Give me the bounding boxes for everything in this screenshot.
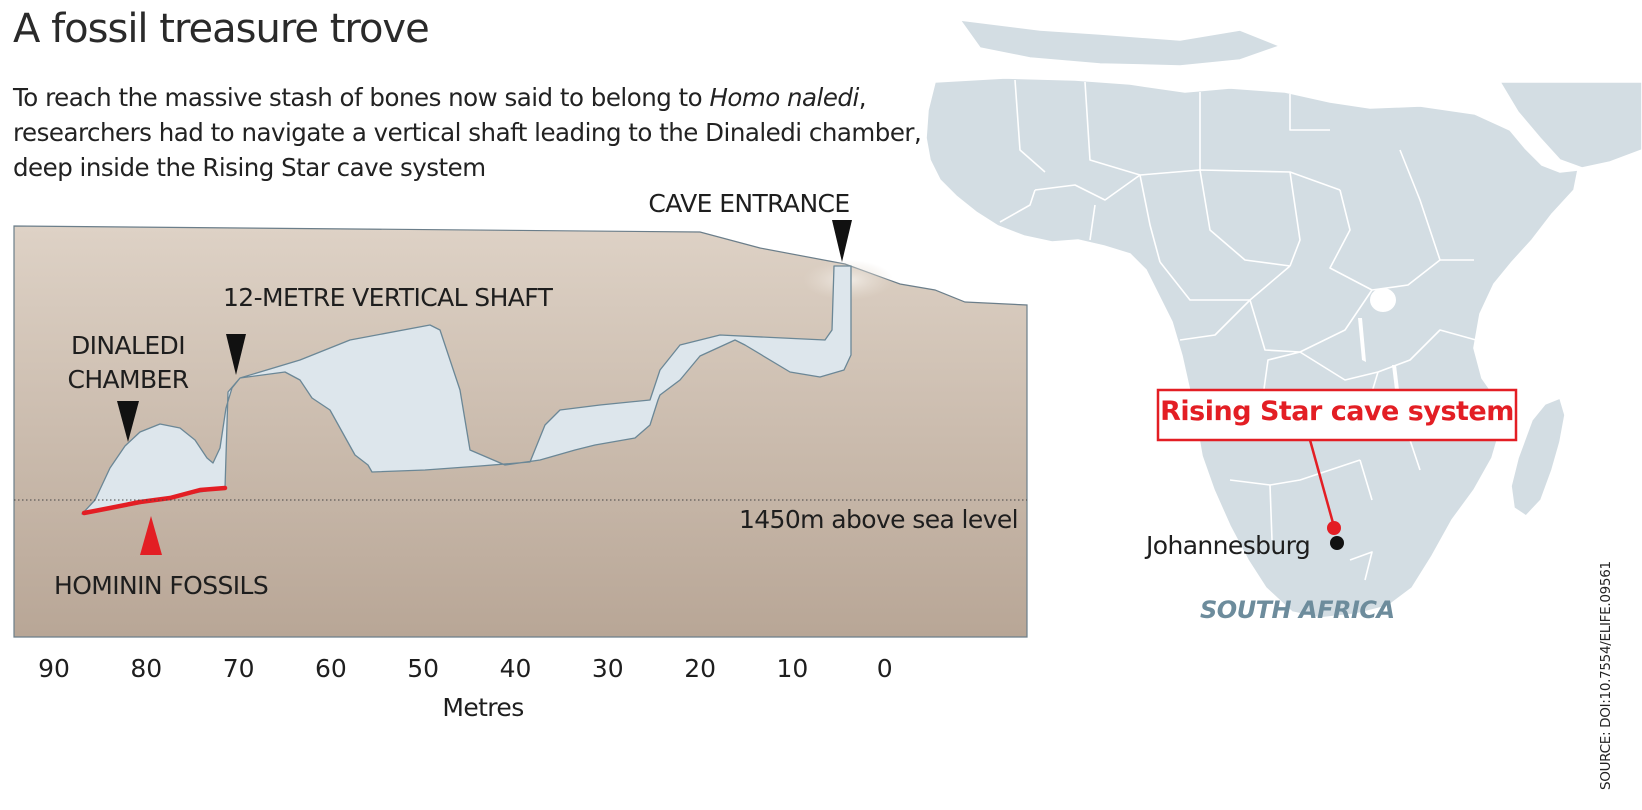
subtitle-species: Homo naledi [709, 83, 859, 112]
madagascar [1510, 397, 1566, 517]
lake-victoria [1370, 288, 1396, 312]
cave-section: CAVE ENTRANCE 12-METRE VERTICAL SHAFT DI… [13, 189, 1028, 722]
chamber-label-line1: DINALEDI [71, 331, 185, 360]
country-borders [999, 79, 1477, 581]
x-tick-label: 20 [684, 654, 716, 683]
city-label: Johannesburg [1144, 531, 1310, 560]
x-tick-label: 40 [500, 654, 532, 683]
callout-leader [1308, 439, 1335, 524]
fossils-label: HOMININ FOSSILS [54, 571, 268, 600]
ground [13, 225, 1028, 638]
x-tick-label: 10 [776, 654, 808, 683]
x-tick-label: 60 [315, 654, 347, 683]
entrance-label: CAVE ENTRANCE [648, 189, 849, 218]
page-title: A fossil treasure trove [13, 6, 430, 52]
x-axis-ticks: 90 80 70 60 50 40 30 20 10 0 [38, 654, 893, 683]
shaft-label: 12-METRE VERTICAL SHAFT [223, 283, 554, 312]
country-label: SOUTH AFRICA [1200, 596, 1395, 624]
shaft-marker [226, 334, 246, 375]
map-callout: Rising Star cave system Johannesburg SOU… [1144, 388, 1518, 624]
entrance-marker [832, 220, 852, 262]
callout-box [1156, 388, 1518, 442]
cave-location-dot [1327, 521, 1341, 535]
cave-passages [81, 265, 852, 515]
x-tick-label: 30 [592, 654, 624, 683]
europe-fragment [959, 19, 1281, 67]
source-credit: SOURCE: DOI:10.7554/ELIFE.09561 [1598, 561, 1614, 790]
x-tick-label: 80 [130, 654, 162, 683]
x-tick-label: 0 [877, 654, 893, 683]
sea-level-label: 1450m above sea level [739, 505, 1018, 534]
chamber-label-line2: CHAMBER [67, 365, 188, 394]
x-axis-label: Metres [442, 693, 523, 722]
subtitle: To reach the massive stash of bones now … [13, 80, 943, 185]
fossils-marker [140, 516, 162, 555]
lake-tanganyika [1358, 318, 1366, 362]
africa-map [925, 19, 1642, 619]
arabia [1499, 81, 1642, 169]
x-tick-label: 50 [407, 654, 439, 683]
chamber-marker [117, 401, 139, 442]
johannesburg-dot [1330, 536, 1344, 550]
subtitle-part1: To reach the massive stash of bones now … [13, 83, 710, 112]
subtitle-part2: , researchers had to navigate a vertical… [13, 83, 922, 182]
x-tick-label: 90 [38, 654, 70, 683]
x-tick-label: 70 [223, 654, 255, 683]
callout-label: Rising Star cave system [1160, 396, 1514, 427]
africa-landmass [925, 77, 1579, 619]
